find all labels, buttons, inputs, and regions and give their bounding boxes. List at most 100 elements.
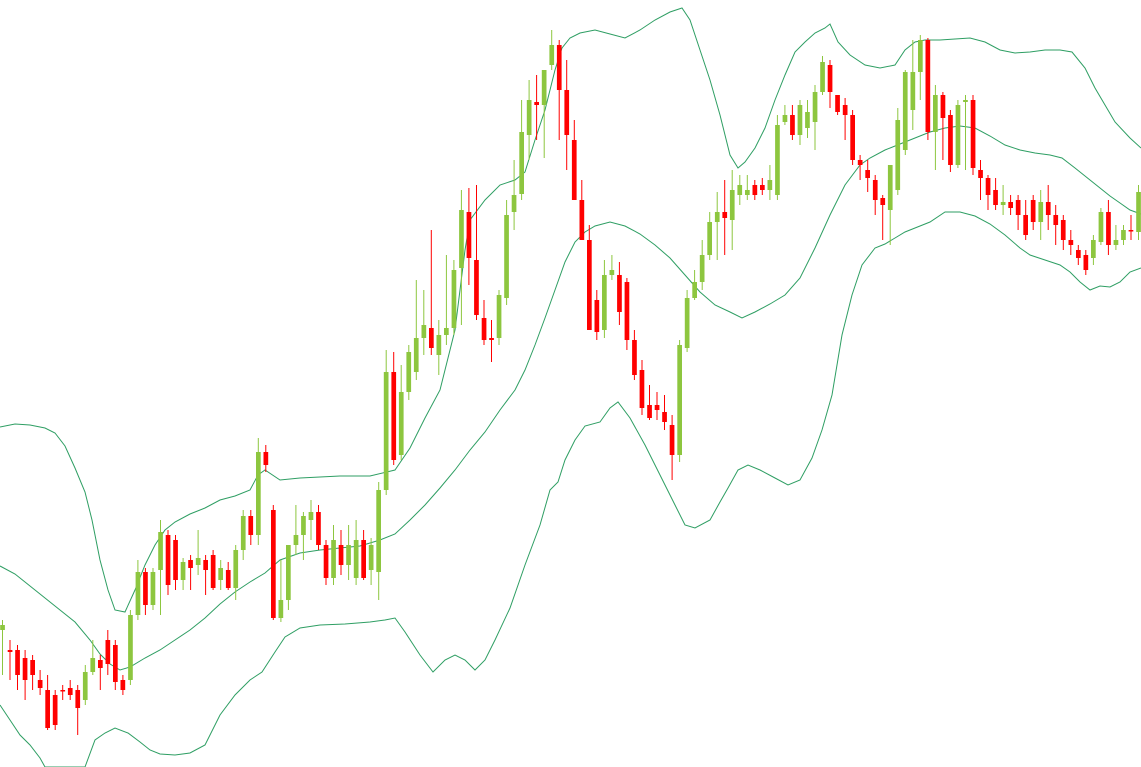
- candle: [421, 290, 427, 355]
- candle: [15, 645, 20, 690]
- candle-body-bullish: [496, 295, 502, 338]
- candle: [925, 38, 931, 140]
- candle-body-bearish: [865, 170, 870, 178]
- candle-body-bullish: [218, 568, 223, 580]
- candle-body-bearish: [271, 510, 276, 618]
- candle-body-bullish: [887, 165, 893, 210]
- candle: [7, 640, 13, 680]
- candle-body-bearish: [113, 645, 118, 682]
- candle-body-bullish: [368, 545, 374, 570]
- candle-body-bullish: [451, 270, 457, 328]
- candle: [654, 392, 660, 420]
- candle-body-bullish: [782, 115, 788, 122]
- candle-body-bearish: [203, 560, 208, 570]
- candle: [173, 535, 178, 590]
- candle: [737, 175, 743, 205]
- candle: [684, 290, 690, 352]
- candle-body-bearish: [30, 660, 35, 675]
- candle-body-bullish: [301, 516, 306, 535]
- candle-body-bullish: [233, 550, 239, 588]
- candle-body-bearish: [210, 555, 216, 588]
- candle-body-bullish: [421, 325, 427, 338]
- candle: [970, 95, 976, 175]
- candle-body-bearish: [489, 338, 494, 340]
- candle: [887, 165, 893, 245]
- candle: [902, 70, 908, 155]
- candle: [135, 560, 141, 620]
- candle-body-bullish: [293, 535, 299, 545]
- candle: [481, 300, 487, 345]
- candle-body-bearish: [67, 688, 73, 695]
- candle-body-bearish: [52, 695, 58, 725]
- candle-body-bullish: [90, 658, 96, 672]
- candle-body-bullish: [444, 328, 449, 335]
- candle-body-bullish: [278, 600, 284, 618]
- candle: [1053, 205, 1059, 245]
- candle: [842, 98, 848, 140]
- candle: [225, 562, 231, 590]
- candle-body-bullish: [820, 62, 825, 92]
- candle: [699, 240, 705, 290]
- candle: [639, 360, 645, 415]
- candle: [165, 530, 171, 595]
- candle-body-bullish: [737, 185, 743, 195]
- candle: [511, 160, 517, 230]
- candle-body-bullish: [1098, 212, 1104, 242]
- candle: [30, 655, 35, 690]
- candle-body-bearish: [556, 45, 562, 90]
- candle-body-bearish: [15, 650, 20, 675]
- candle: [278, 560, 284, 622]
- candle-body-bullish: [767, 180, 773, 190]
- candle: [594, 290, 600, 340]
- candle: [850, 110, 855, 165]
- candle-body-bullish: [1113, 240, 1119, 245]
- candle-body-bullish: [180, 562, 186, 580]
- candle-body-bullish: [436, 335, 442, 355]
- candle: [1068, 230, 1074, 255]
- candle: [331, 525, 336, 585]
- candle: [812, 85, 818, 150]
- candle: [617, 262, 622, 325]
- candle-body-bullish: [526, 100, 532, 135]
- candle-body-bullish: [1121, 230, 1126, 240]
- candle-body-bearish: [75, 690, 81, 708]
- candle-body-bullish: [240, 516, 246, 550]
- candle-body-bearish: [925, 40, 931, 132]
- candle-body-bullish: [1000, 202, 1006, 205]
- candle: [203, 555, 208, 595]
- candle-body-bearish: [1128, 230, 1134, 232]
- candle: [22, 650, 28, 700]
- candle-body-bullish: [797, 105, 803, 135]
- candle-body-bullish: [353, 540, 359, 578]
- candle-body-bullish: [933, 95, 938, 132]
- candle: [82, 665, 88, 705]
- candle-body-bearish: [564, 90, 570, 135]
- candle: [113, 640, 118, 690]
- candle: [256, 438, 261, 545]
- candle: [647, 385, 652, 420]
- candle: [504, 200, 509, 305]
- candle: [353, 520, 359, 585]
- candle-body-bearish: [1045, 202, 1051, 215]
- candle-body-bearish: [617, 275, 622, 312]
- candle-body-bearish: [835, 95, 840, 112]
- candle-body-bearish: [948, 115, 953, 165]
- candle: [526, 80, 532, 160]
- candle-body-bearish: [587, 240, 592, 330]
- candle: [158, 520, 163, 615]
- candle: [1136, 185, 1141, 240]
- candle-body-bullish: [459, 210, 464, 268]
- candle: [150, 568, 156, 610]
- candle: [271, 505, 276, 620]
- candle-body-bearish: [978, 170, 983, 178]
- candle: [308, 500, 314, 540]
- candle: [602, 260, 607, 338]
- candle: [105, 630, 111, 675]
- candle-body-bullish: [286, 545, 291, 600]
- candle: [67, 680, 73, 700]
- candle: [564, 60, 570, 170]
- candle: [1038, 190, 1044, 240]
- candle-body-bearish: [361, 540, 366, 578]
- candle-body-bearish: [985, 178, 991, 195]
- candle: [1076, 245, 1081, 265]
